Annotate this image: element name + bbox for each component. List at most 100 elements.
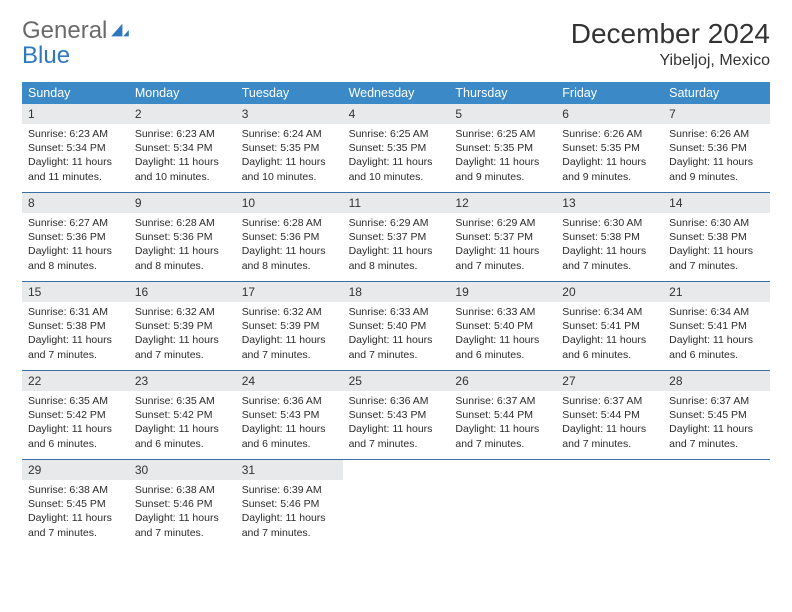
- day-details: Sunrise: 6:38 AMSunset: 5:45 PMDaylight:…: [22, 480, 129, 546]
- weekday-header: Wednesday: [343, 82, 450, 104]
- day-number: 16: [129, 282, 236, 302]
- brand-part2: Blue: [22, 42, 70, 69]
- day-number: 7: [663, 104, 770, 124]
- day-number: 3: [236, 104, 343, 124]
- day-cell: 13Sunrise: 6:30 AMSunset: 5:38 PMDayligh…: [556, 193, 663, 281]
- location-label: Yibeljoj, Mexico: [571, 52, 770, 70]
- day-details: Sunrise: 6:37 AMSunset: 5:45 PMDaylight:…: [663, 391, 770, 457]
- day-cell: 1Sunrise: 6:23 AMSunset: 5:34 PMDaylight…: [22, 104, 129, 192]
- day-details: Sunrise: 6:36 AMSunset: 5:43 PMDaylight:…: [343, 391, 450, 457]
- day-number: 27: [556, 371, 663, 391]
- day-cell-empty: [449, 460, 556, 548]
- day-details: Sunrise: 6:35 AMSunset: 5:42 PMDaylight:…: [129, 391, 236, 457]
- day-cell: 24Sunrise: 6:36 AMSunset: 5:43 PMDayligh…: [236, 371, 343, 459]
- day-details: Sunrise: 6:25 AMSunset: 5:35 PMDaylight:…: [343, 124, 450, 190]
- day-details: Sunrise: 6:25 AMSunset: 5:35 PMDaylight:…: [449, 124, 556, 190]
- day-number: 22: [22, 371, 129, 391]
- day-cell: 28Sunrise: 6:37 AMSunset: 5:45 PMDayligh…: [663, 371, 770, 459]
- weekday-header: Tuesday: [236, 82, 343, 104]
- day-number: 29: [22, 460, 129, 480]
- brand-logo: GeneralBlue: [22, 18, 130, 68]
- day-number: 28: [663, 371, 770, 391]
- month-title: December 2024: [571, 18, 770, 50]
- day-details: Sunrise: 6:29 AMSunset: 5:37 PMDaylight:…: [343, 213, 450, 279]
- day-cell: 11Sunrise: 6:29 AMSunset: 5:37 PMDayligh…: [343, 193, 450, 281]
- day-cell: 9Sunrise: 6:28 AMSunset: 5:36 PMDaylight…: [129, 193, 236, 281]
- day-details: Sunrise: 6:39 AMSunset: 5:46 PMDaylight:…: [236, 480, 343, 546]
- day-number: 15: [22, 282, 129, 302]
- day-cell-empty: [556, 460, 663, 548]
- day-cell: 20Sunrise: 6:34 AMSunset: 5:41 PMDayligh…: [556, 282, 663, 370]
- day-cell: 19Sunrise: 6:33 AMSunset: 5:40 PMDayligh…: [449, 282, 556, 370]
- day-details: Sunrise: 6:34 AMSunset: 5:41 PMDaylight:…: [663, 302, 770, 368]
- day-number: 18: [343, 282, 450, 302]
- day-cell: 30Sunrise: 6:38 AMSunset: 5:46 PMDayligh…: [129, 460, 236, 548]
- weekday-header: Thursday: [449, 82, 556, 104]
- day-number: 31: [236, 460, 343, 480]
- day-cell: 27Sunrise: 6:37 AMSunset: 5:44 PMDayligh…: [556, 371, 663, 459]
- day-details: Sunrise: 6:30 AMSunset: 5:38 PMDaylight:…: [663, 213, 770, 279]
- day-details: Sunrise: 6:28 AMSunset: 5:36 PMDaylight:…: [129, 213, 236, 279]
- day-cell: 2Sunrise: 6:23 AMSunset: 5:34 PMDaylight…: [129, 104, 236, 192]
- day-details: Sunrise: 6:35 AMSunset: 5:42 PMDaylight:…: [22, 391, 129, 457]
- weekday-header: Friday: [556, 82, 663, 104]
- calendar-week-row: 1Sunrise: 6:23 AMSunset: 5:34 PMDaylight…: [22, 104, 770, 193]
- day-number: 20: [556, 282, 663, 302]
- day-details: Sunrise: 6:29 AMSunset: 5:37 PMDaylight:…: [449, 213, 556, 279]
- calendar-week-row: 29Sunrise: 6:38 AMSunset: 5:45 PMDayligh…: [22, 460, 770, 548]
- calendar-body: 1Sunrise: 6:23 AMSunset: 5:34 PMDaylight…: [22, 104, 770, 548]
- day-number: 5: [449, 104, 556, 124]
- day-cell: 17Sunrise: 6:32 AMSunset: 5:39 PMDayligh…: [236, 282, 343, 370]
- day-cell-empty: [663, 460, 770, 548]
- day-details: Sunrise: 6:38 AMSunset: 5:46 PMDaylight:…: [129, 480, 236, 546]
- day-number: 9: [129, 193, 236, 213]
- day-details: Sunrise: 6:26 AMSunset: 5:35 PMDaylight:…: [556, 124, 663, 190]
- day-cell: 26Sunrise: 6:37 AMSunset: 5:44 PMDayligh…: [449, 371, 556, 459]
- day-details: Sunrise: 6:31 AMSunset: 5:38 PMDaylight:…: [22, 302, 129, 368]
- header: GeneralBlue December 2024 Yibeljoj, Mexi…: [22, 18, 770, 70]
- day-cell: 6Sunrise: 6:26 AMSunset: 5:35 PMDaylight…: [556, 104, 663, 192]
- weekday-header: Monday: [129, 82, 236, 104]
- day-cell: 12Sunrise: 6:29 AMSunset: 5:37 PMDayligh…: [449, 193, 556, 281]
- day-details: Sunrise: 6:34 AMSunset: 5:41 PMDaylight:…: [556, 302, 663, 368]
- day-cell: 23Sunrise: 6:35 AMSunset: 5:42 PMDayligh…: [129, 371, 236, 459]
- weekday-header: Sunday: [22, 82, 129, 104]
- calendar-week-row: 15Sunrise: 6:31 AMSunset: 5:38 PMDayligh…: [22, 282, 770, 371]
- day-number: 23: [129, 371, 236, 391]
- day-details: Sunrise: 6:37 AMSunset: 5:44 PMDaylight:…: [556, 391, 663, 457]
- day-number: 4: [343, 104, 450, 124]
- day-cell: 14Sunrise: 6:30 AMSunset: 5:38 PMDayligh…: [663, 193, 770, 281]
- day-number: 2: [129, 104, 236, 124]
- day-details: Sunrise: 6:23 AMSunset: 5:34 PMDaylight:…: [129, 124, 236, 190]
- day-cell: 5Sunrise: 6:25 AMSunset: 5:35 PMDaylight…: [449, 104, 556, 192]
- brand-part1: General: [22, 17, 107, 44]
- day-cell: 21Sunrise: 6:34 AMSunset: 5:41 PMDayligh…: [663, 282, 770, 370]
- day-number: 24: [236, 371, 343, 391]
- day-details: Sunrise: 6:28 AMSunset: 5:36 PMDaylight:…: [236, 213, 343, 279]
- day-details: Sunrise: 6:32 AMSunset: 5:39 PMDaylight:…: [129, 302, 236, 368]
- day-number: 17: [236, 282, 343, 302]
- day-cell-empty: [343, 460, 450, 548]
- calendar-week-row: 8Sunrise: 6:27 AMSunset: 5:36 PMDaylight…: [22, 193, 770, 282]
- day-cell: 4Sunrise: 6:25 AMSunset: 5:35 PMDaylight…: [343, 104, 450, 192]
- day-cell: 10Sunrise: 6:28 AMSunset: 5:36 PMDayligh…: [236, 193, 343, 281]
- day-number: 30: [129, 460, 236, 480]
- day-cell: 16Sunrise: 6:32 AMSunset: 5:39 PMDayligh…: [129, 282, 236, 370]
- day-details: Sunrise: 6:37 AMSunset: 5:44 PMDaylight:…: [449, 391, 556, 457]
- day-details: Sunrise: 6:36 AMSunset: 5:43 PMDaylight:…: [236, 391, 343, 457]
- day-details: Sunrise: 6:32 AMSunset: 5:39 PMDaylight:…: [236, 302, 343, 368]
- day-cell: 22Sunrise: 6:35 AMSunset: 5:42 PMDayligh…: [22, 371, 129, 459]
- day-number: 11: [343, 193, 450, 213]
- day-number: 1: [22, 104, 129, 124]
- calendar-week-row: 22Sunrise: 6:35 AMSunset: 5:42 PMDayligh…: [22, 371, 770, 460]
- title-block: December 2024 Yibeljoj, Mexico: [571, 18, 770, 70]
- day-number: 19: [449, 282, 556, 302]
- day-number: 12: [449, 193, 556, 213]
- day-details: Sunrise: 6:26 AMSunset: 5:36 PMDaylight:…: [663, 124, 770, 190]
- day-number: 14: [663, 193, 770, 213]
- day-number: 21: [663, 282, 770, 302]
- weekday-header-row: Sunday Monday Tuesday Wednesday Thursday…: [22, 82, 770, 104]
- day-details: Sunrise: 6:33 AMSunset: 5:40 PMDaylight:…: [449, 302, 556, 368]
- day-cell: 31Sunrise: 6:39 AMSunset: 5:46 PMDayligh…: [236, 460, 343, 548]
- day-number: 25: [343, 371, 450, 391]
